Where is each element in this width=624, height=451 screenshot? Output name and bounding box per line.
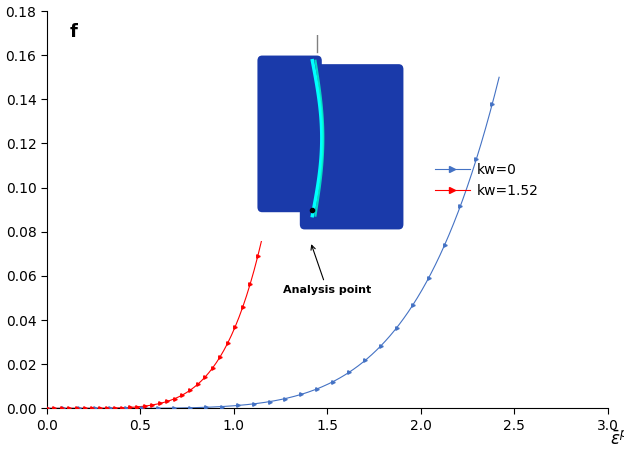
Legend: kw=0, kw=1.52: kw=0, kw=1.52 bbox=[429, 157, 544, 203]
X-axis label: $\bar{\varepsilon}^p$: $\bar{\varepsilon}^p$ bbox=[610, 430, 624, 448]
Text: Analysis point: Analysis point bbox=[283, 245, 371, 295]
Text: f: f bbox=[69, 23, 77, 41]
